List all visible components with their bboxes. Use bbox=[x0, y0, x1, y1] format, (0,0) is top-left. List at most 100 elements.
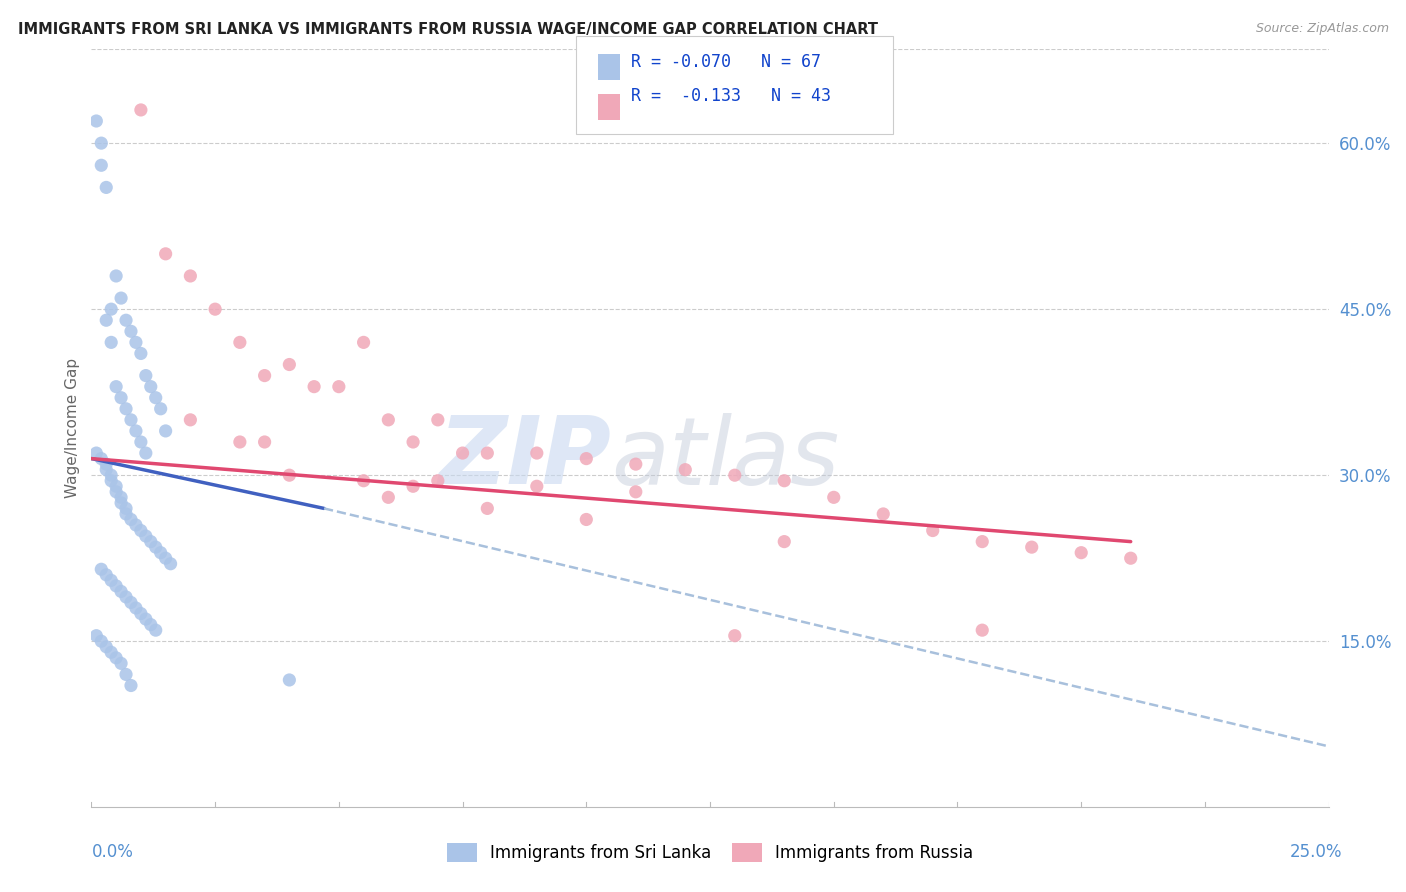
Point bbox=[100, 645, 122, 659]
Point bbox=[120, 324, 142, 338]
Point bbox=[145, 540, 167, 554]
Point bbox=[477, 446, 499, 460]
Point bbox=[155, 551, 177, 566]
Point bbox=[90, 451, 112, 466]
Point bbox=[1021, 540, 1043, 554]
Point bbox=[624, 484, 647, 499]
Point bbox=[96, 457, 118, 471]
Point bbox=[526, 479, 548, 493]
Point bbox=[96, 313, 118, 327]
Point bbox=[149, 401, 172, 416]
Text: R = -0.070   N = 67: R = -0.070 N = 67 bbox=[631, 53, 821, 70]
Point bbox=[145, 623, 167, 637]
Point bbox=[353, 335, 375, 350]
Text: 0.0%: 0.0% bbox=[91, 843, 134, 861]
Point bbox=[155, 424, 177, 438]
Text: 25.0%: 25.0% bbox=[1291, 843, 1343, 861]
Point bbox=[100, 302, 122, 317]
Point bbox=[120, 595, 142, 609]
Point bbox=[353, 474, 375, 488]
Point bbox=[105, 379, 128, 393]
Point bbox=[90, 562, 112, 576]
Point bbox=[972, 534, 994, 549]
Point bbox=[278, 673, 301, 687]
Point bbox=[96, 567, 118, 582]
Point bbox=[110, 584, 132, 599]
Point bbox=[135, 529, 157, 543]
Point bbox=[253, 368, 276, 383]
Point bbox=[86, 629, 108, 643]
Point bbox=[115, 507, 138, 521]
Point bbox=[773, 474, 796, 488]
Point bbox=[129, 524, 152, 538]
Point bbox=[823, 491, 845, 505]
Point bbox=[575, 512, 598, 526]
Point bbox=[179, 413, 201, 427]
Text: Source: ZipAtlas.com: Source: ZipAtlas.com bbox=[1256, 22, 1389, 36]
Point bbox=[575, 451, 598, 466]
Point bbox=[90, 136, 112, 150]
Point bbox=[110, 291, 132, 305]
Point bbox=[624, 457, 647, 471]
Point bbox=[125, 601, 148, 615]
Point bbox=[1119, 551, 1142, 566]
Point bbox=[105, 650, 128, 665]
Point bbox=[90, 158, 112, 172]
Point bbox=[179, 268, 201, 283]
Point bbox=[278, 358, 301, 372]
Point bbox=[120, 413, 142, 427]
Point bbox=[229, 435, 252, 450]
Point bbox=[426, 474, 449, 488]
Point bbox=[115, 313, 138, 327]
Point bbox=[110, 657, 132, 671]
Point bbox=[96, 180, 118, 194]
Point bbox=[115, 590, 138, 604]
Point bbox=[115, 401, 138, 416]
Point bbox=[402, 435, 425, 450]
Point bbox=[451, 446, 474, 460]
Point bbox=[139, 534, 162, 549]
Point bbox=[100, 574, 122, 588]
Point bbox=[96, 463, 118, 477]
Point bbox=[673, 463, 696, 477]
Point bbox=[125, 518, 148, 533]
Point bbox=[129, 103, 152, 117]
Point bbox=[426, 413, 449, 427]
Point bbox=[110, 491, 132, 505]
Text: IMMIGRANTS FROM SRI LANKA VS IMMIGRANTS FROM RUSSIA WAGE/INCOME GAP CORRELATION : IMMIGRANTS FROM SRI LANKA VS IMMIGRANTS … bbox=[18, 22, 879, 37]
Point bbox=[135, 446, 157, 460]
Point bbox=[110, 391, 132, 405]
Point bbox=[100, 468, 122, 483]
Point bbox=[1070, 546, 1092, 560]
Point bbox=[402, 479, 425, 493]
Point bbox=[90, 634, 112, 648]
Point bbox=[135, 612, 157, 626]
Point bbox=[115, 501, 138, 516]
Point bbox=[278, 468, 301, 483]
Point bbox=[115, 667, 138, 681]
Point bbox=[105, 479, 128, 493]
Point bbox=[129, 607, 152, 621]
Point bbox=[773, 534, 796, 549]
Point bbox=[135, 368, 157, 383]
Point bbox=[120, 512, 142, 526]
Text: R =  -0.133   N = 43: R = -0.133 N = 43 bbox=[631, 87, 831, 104]
Point bbox=[120, 679, 142, 693]
Point bbox=[139, 617, 162, 632]
Point bbox=[96, 640, 118, 654]
Point bbox=[100, 335, 122, 350]
Point bbox=[302, 379, 325, 393]
Point bbox=[105, 484, 128, 499]
Point bbox=[328, 379, 350, 393]
Point bbox=[921, 524, 943, 538]
Point bbox=[105, 579, 128, 593]
Point bbox=[377, 491, 399, 505]
Text: ZIP: ZIP bbox=[439, 412, 612, 505]
Point bbox=[526, 446, 548, 460]
Point bbox=[377, 413, 399, 427]
Text: atlas: atlas bbox=[612, 413, 839, 504]
Point bbox=[477, 501, 499, 516]
Point bbox=[724, 468, 747, 483]
Point bbox=[229, 335, 252, 350]
Point bbox=[724, 629, 747, 643]
